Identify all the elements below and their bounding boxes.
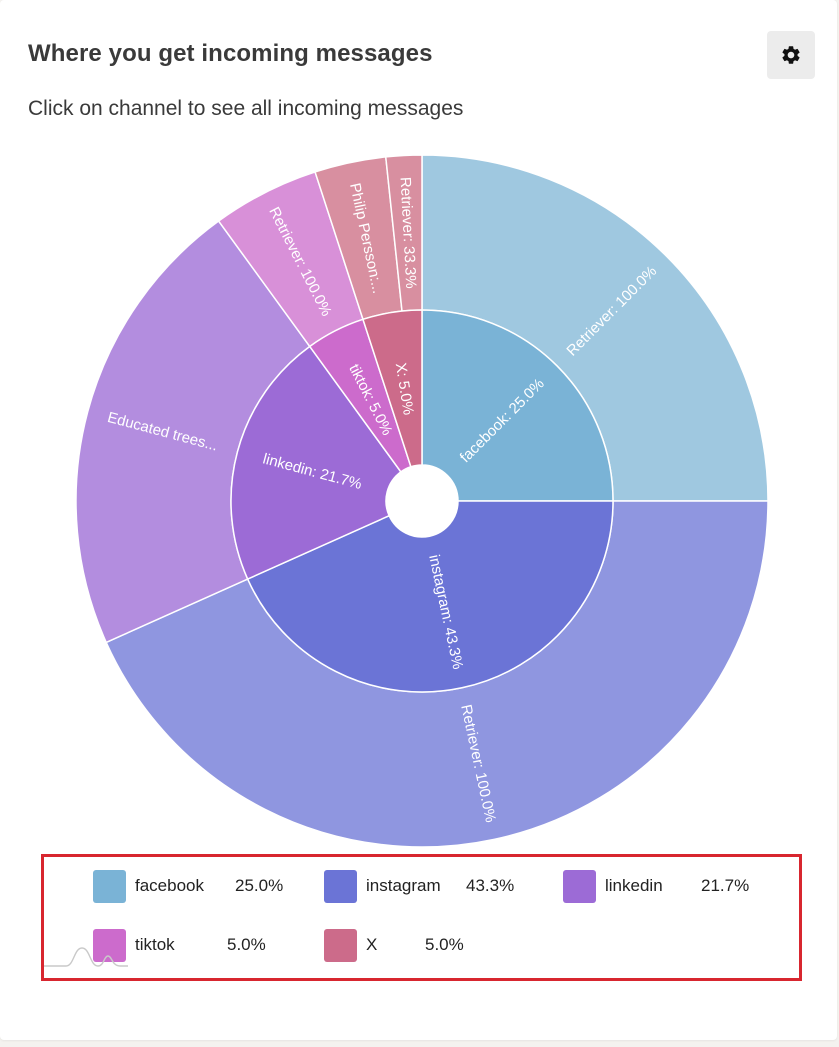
outer-slice-label: Retriever: 33.3% [397,177,420,289]
legend-value: 43.3% [466,876,515,895]
legend-value: 5.0% [227,935,266,954]
card-subtitle: Click on channel to see all incoming mes… [28,97,464,120]
chart-legend: facebook 25.0% instagram 43.3% linkedin … [41,854,802,981]
legend-label: linkedin [605,876,663,895]
legend-item-instagram[interactable]: instagram 43.3% [324,869,514,903]
sunburst-chart: Retriever: 100.0%Retriever: 100.0%Educat… [75,154,769,848]
legend-label: instagram [366,876,441,895]
legend-swatch [563,869,596,903]
card-title: Where you get incoming messages [28,40,433,67]
watermark-logo [44,947,128,967]
legend-swatch [93,869,126,903]
center-hole [386,465,458,537]
legend-item-x[interactable]: X 5.0% [324,928,464,962]
legend-item-facebook[interactable]: facebook 25.0% [93,869,283,903]
legend-swatch [324,928,357,962]
legend-value: 25.0% [235,876,284,895]
legend-item-linkedin[interactable]: linkedin 21.7% [563,869,749,903]
legend-swatch [324,869,357,903]
legend-value: 21.7% [701,876,750,895]
legend-label: X [366,935,378,954]
legend-label: tiktok [135,935,175,954]
legend-value: 5.0% [425,935,464,954]
settings-button[interactable] [767,31,815,79]
gear-icon [782,46,800,64]
legend-label: facebook [135,876,204,895]
legend-item-tiktok[interactable]: tiktok 5.0% [93,928,266,962]
